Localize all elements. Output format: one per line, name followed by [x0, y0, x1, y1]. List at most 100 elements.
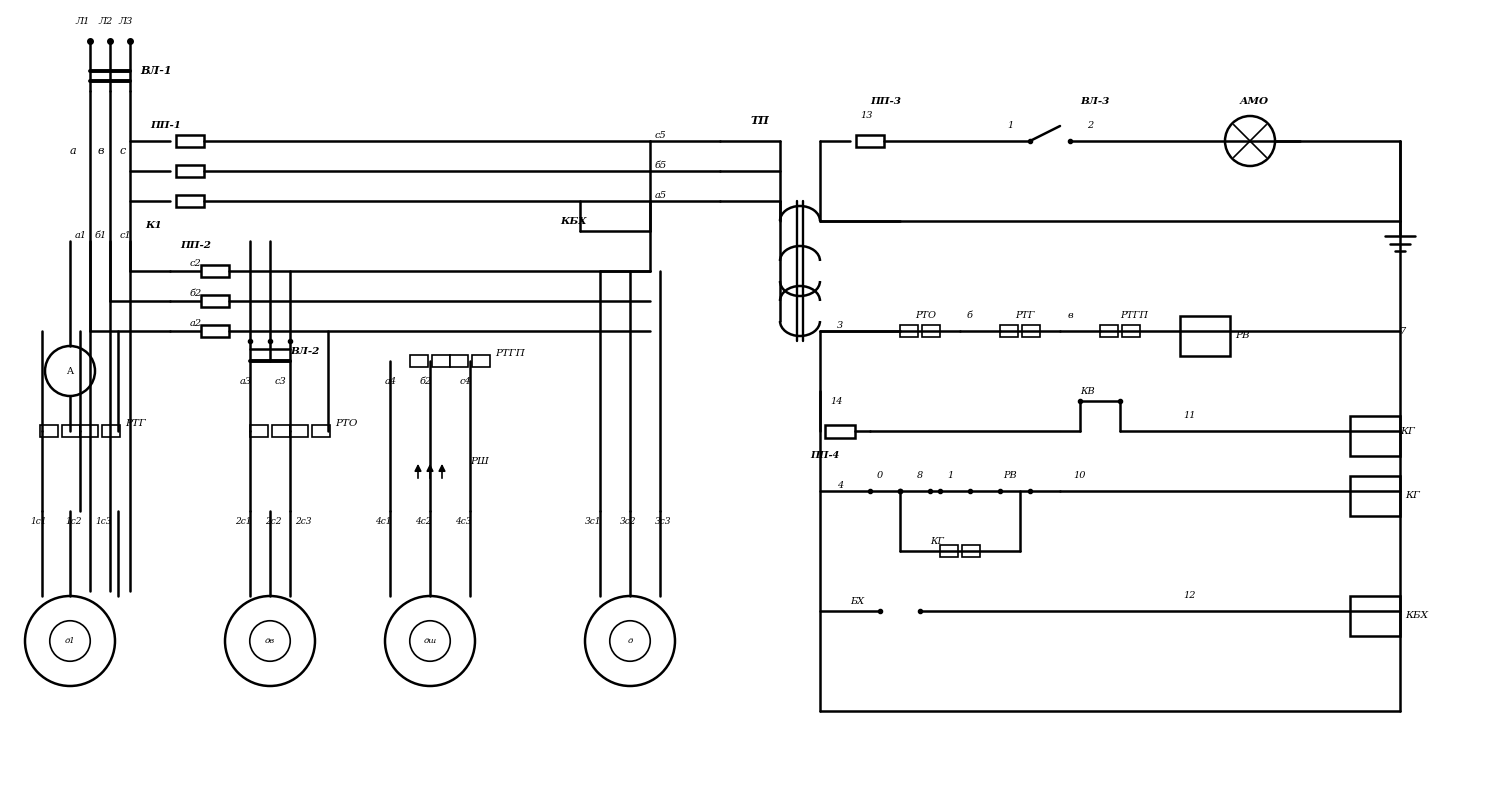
Text: с2: с2: [190, 259, 202, 267]
Text: а3: а3: [240, 377, 252, 385]
Text: 2с2: 2с2: [266, 517, 282, 525]
FancyBboxPatch shape: [1350, 596, 1400, 636]
Text: а1: а1: [75, 232, 87, 240]
Text: РШ: РШ: [470, 456, 489, 465]
FancyBboxPatch shape: [40, 425, 58, 437]
Text: д: д: [627, 637, 633, 645]
Text: с3: с3: [274, 377, 286, 385]
Text: 4с2: 4с2: [416, 517, 432, 525]
Text: ПП-2: ПП-2: [180, 241, 212, 251]
FancyBboxPatch shape: [940, 545, 958, 557]
Text: с: с: [120, 146, 126, 156]
Text: КГ: КГ: [930, 536, 944, 546]
Text: 1: 1: [946, 471, 952, 480]
Text: дш: дш: [423, 637, 436, 645]
Text: РТГП: РТГП: [495, 349, 525, 358]
Text: 10: 10: [1074, 471, 1086, 480]
Text: с5: с5: [656, 131, 666, 141]
FancyBboxPatch shape: [201, 325, 229, 337]
Text: ВЛ-1: ВЛ-1: [140, 66, 171, 77]
Circle shape: [45, 346, 94, 396]
Text: РТГ: РТГ: [1016, 312, 1035, 320]
Text: б5: б5: [656, 161, 668, 171]
Text: Л1: Л1: [75, 17, 90, 25]
Text: ПП-3: ПП-3: [870, 97, 901, 105]
FancyBboxPatch shape: [1000, 325, 1018, 337]
Text: КБХ: КБХ: [560, 217, 586, 225]
Text: 3с1: 3с1: [585, 517, 602, 525]
Text: 14: 14: [830, 396, 843, 406]
FancyBboxPatch shape: [1350, 416, 1400, 456]
FancyBboxPatch shape: [962, 545, 980, 557]
Text: 1: 1: [1007, 122, 1013, 131]
Text: ТП: ТП: [750, 115, 768, 127]
FancyBboxPatch shape: [102, 425, 120, 437]
FancyBboxPatch shape: [80, 425, 98, 437]
FancyBboxPatch shape: [201, 265, 229, 277]
Text: б2: б2: [420, 377, 432, 385]
FancyBboxPatch shape: [1100, 325, 1118, 337]
Text: ВЛ-2: ВЛ-2: [290, 346, 320, 355]
Text: д1: д1: [64, 637, 75, 645]
Text: РВ: РВ: [1004, 471, 1017, 480]
Text: 1с3: 1с3: [94, 517, 111, 525]
Text: в: в: [1066, 312, 1072, 320]
Text: 2: 2: [1088, 122, 1094, 131]
FancyBboxPatch shape: [1122, 325, 1140, 337]
Text: КБХ: КБХ: [1406, 611, 1428, 620]
Text: б1: б1: [94, 232, 108, 240]
FancyBboxPatch shape: [825, 425, 855, 437]
Text: б: б: [968, 312, 974, 320]
FancyBboxPatch shape: [856, 135, 883, 147]
FancyBboxPatch shape: [432, 355, 450, 367]
Text: с4: с4: [460, 377, 472, 385]
Circle shape: [609, 621, 651, 661]
Text: 2с3: 2с3: [296, 517, 312, 525]
Circle shape: [585, 596, 675, 686]
FancyBboxPatch shape: [922, 325, 940, 337]
Circle shape: [225, 596, 315, 686]
Text: 2с1: 2с1: [236, 517, 252, 525]
FancyBboxPatch shape: [1180, 316, 1230, 356]
FancyBboxPatch shape: [62, 425, 80, 437]
Text: с1: с1: [120, 232, 132, 240]
Circle shape: [410, 621, 450, 661]
Text: 4с1: 4с1: [375, 517, 392, 525]
Text: 4с3: 4с3: [454, 517, 471, 525]
Text: 7: 7: [1400, 327, 1407, 335]
Circle shape: [386, 596, 476, 686]
Text: A: A: [66, 366, 74, 376]
FancyBboxPatch shape: [472, 355, 490, 367]
FancyBboxPatch shape: [290, 425, 308, 437]
FancyBboxPatch shape: [176, 135, 204, 147]
Text: Л2: Л2: [98, 17, 112, 25]
FancyBboxPatch shape: [251, 425, 268, 437]
Text: ПП-4: ПП-4: [810, 452, 840, 460]
Text: РТО: РТО: [915, 312, 936, 320]
Text: 0: 0: [878, 471, 884, 480]
FancyBboxPatch shape: [900, 325, 918, 337]
Text: а: а: [70, 146, 76, 156]
FancyBboxPatch shape: [450, 355, 468, 367]
Text: КВ: КВ: [1080, 387, 1095, 396]
FancyBboxPatch shape: [1022, 325, 1040, 337]
Text: 3с2: 3с2: [620, 517, 636, 525]
FancyBboxPatch shape: [201, 295, 229, 307]
Text: в: в: [98, 146, 105, 156]
Text: КГ: КГ: [1406, 491, 1420, 501]
Text: ВЛ-3: ВЛ-3: [1080, 97, 1110, 105]
Text: б2: б2: [190, 289, 202, 297]
Text: К1: К1: [146, 221, 162, 230]
FancyBboxPatch shape: [312, 425, 330, 437]
Text: 3: 3: [837, 321, 843, 331]
Text: ПП-1: ПП-1: [150, 122, 182, 131]
Text: БХ: БХ: [850, 596, 864, 605]
Text: а2: а2: [190, 319, 202, 327]
Text: а5: а5: [656, 191, 668, 200]
Text: 4: 4: [837, 482, 843, 490]
Circle shape: [251, 621, 291, 661]
Text: АМО: АМО: [1240, 97, 1269, 105]
FancyBboxPatch shape: [176, 165, 204, 177]
Text: 8: 8: [916, 471, 922, 480]
Text: РТГ: РТГ: [124, 418, 146, 427]
